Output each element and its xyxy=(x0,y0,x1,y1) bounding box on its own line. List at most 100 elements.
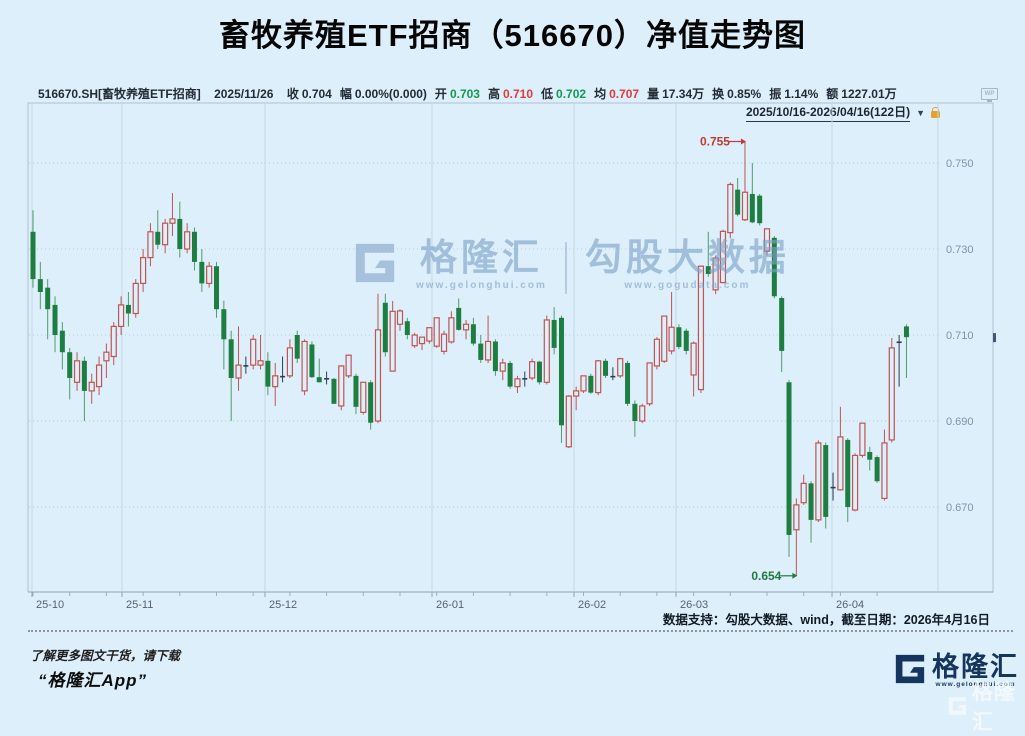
x-axis-label: 25-12 xyxy=(269,599,297,611)
candle xyxy=(522,378,528,380)
info-bar: 516670.SH[畜牧养殖ETF招商] 2025/11/26 收 0.704 幅 0… xyxy=(38,86,905,102)
x-axis-label: 26-03 xyxy=(680,599,708,611)
app-name: “格隆汇App” xyxy=(38,671,148,690)
high-annotation: 0.755 xyxy=(700,135,730,149)
candle xyxy=(881,442,888,499)
candle xyxy=(324,378,330,380)
quote-field: 振 1.14% xyxy=(769,87,819,101)
x-axis-label: 25-10 xyxy=(36,599,64,611)
candle xyxy=(514,378,521,388)
candle xyxy=(735,189,741,215)
candle xyxy=(588,375,594,393)
candle xyxy=(353,375,359,407)
quote-fields: 收 0.704 幅 0.00%(0.000) 开 0.703 高 0.710 低 0.702 均 0.… xyxy=(287,87,905,101)
candle xyxy=(45,287,51,310)
y-axis-label: 0.670 xyxy=(946,502,974,514)
candle xyxy=(610,375,616,378)
candle xyxy=(235,364,242,379)
candle xyxy=(206,265,213,285)
candle xyxy=(712,257,719,291)
candle xyxy=(228,339,234,378)
promo-text: 了解更多图文干货，请下载 xyxy=(30,649,181,663)
quote-field: 换 0.85% xyxy=(712,87,762,101)
candle xyxy=(786,382,792,535)
y-axis-label: 0.730 xyxy=(946,244,974,256)
candle xyxy=(859,422,866,456)
candle xyxy=(125,304,131,314)
candle xyxy=(573,390,580,397)
candle xyxy=(103,351,110,362)
candle xyxy=(558,317,564,426)
candle xyxy=(823,445,829,517)
candle xyxy=(95,364,103,388)
candle xyxy=(140,257,147,285)
candle xyxy=(199,261,205,284)
candle xyxy=(470,324,476,344)
gelonghui-logo-icon xyxy=(895,654,925,684)
brand-logo-ghost: 格隆汇 xyxy=(947,676,1025,736)
source-note: 数据支持：勾股大数据、wind，截至日期：2026年4月16日 xyxy=(662,613,990,627)
y-axis-label: 0.690 xyxy=(946,416,974,428)
candle xyxy=(404,321,410,335)
candle xyxy=(888,347,895,441)
candle xyxy=(411,334,418,347)
candle xyxy=(632,403,638,421)
candle xyxy=(67,352,73,378)
dotted-divider xyxy=(28,630,1013,632)
candle xyxy=(741,191,749,221)
candle xyxy=(625,362,631,404)
candle xyxy=(800,482,807,504)
candle xyxy=(719,230,727,284)
quote-field: 均 0.707 xyxy=(594,87,640,101)
candle xyxy=(676,327,682,348)
candle xyxy=(830,486,836,489)
candle xyxy=(345,354,352,377)
candle xyxy=(169,218,176,224)
candle xyxy=(448,317,455,343)
low-annotation: 0.654 xyxy=(751,569,781,583)
candle xyxy=(668,326,675,352)
candle xyxy=(250,338,257,366)
candle xyxy=(763,228,771,252)
candle xyxy=(808,483,814,520)
chevron-down-icon[interactable]: ▼ xyxy=(916,107,925,118)
range-label[interactable]: 2025/10/16-2026/04/16(122日) xyxy=(745,103,911,122)
candle xyxy=(257,360,264,366)
x-axis-label: 25-11 xyxy=(126,599,153,611)
candle xyxy=(551,319,557,348)
candle xyxy=(653,338,661,367)
candle xyxy=(338,365,345,407)
candle xyxy=(757,195,763,224)
candle xyxy=(418,336,426,345)
candle xyxy=(749,193,755,223)
candle xyxy=(845,439,851,507)
candle xyxy=(492,341,498,372)
candle xyxy=(382,302,388,353)
candle xyxy=(368,382,374,423)
candle xyxy=(661,315,668,362)
candlestick-chart[interactable]: 25-10 25-11 25-12 26-01 26-02 26-03 26-04 0.750… xyxy=(0,0,1025,704)
candle xyxy=(360,381,367,413)
candle xyxy=(529,361,536,379)
candle xyxy=(221,309,227,340)
quote-field: 幅 0.00%(0.000) xyxy=(339,87,427,101)
candle xyxy=(52,304,58,335)
candle xyxy=(815,442,822,521)
brand-logo-text: 格隆汇 xyxy=(932,652,1019,682)
candle xyxy=(309,344,315,378)
candle xyxy=(478,343,484,360)
page-title: 畜牧养殖ETF招商（516670）净值走势图 xyxy=(219,18,806,53)
candle xyxy=(603,360,609,376)
candle xyxy=(73,360,81,383)
candle xyxy=(30,231,36,280)
candle xyxy=(874,457,880,482)
candle xyxy=(683,330,689,351)
candle xyxy=(793,504,800,531)
candle xyxy=(580,375,587,392)
candle xyxy=(177,218,183,249)
y-axis-label: 0.750 xyxy=(946,158,974,170)
candle xyxy=(280,375,286,378)
brand-logo: 格隆汇 www.gelonghui.com xyxy=(893,652,1019,688)
candle xyxy=(851,454,859,511)
